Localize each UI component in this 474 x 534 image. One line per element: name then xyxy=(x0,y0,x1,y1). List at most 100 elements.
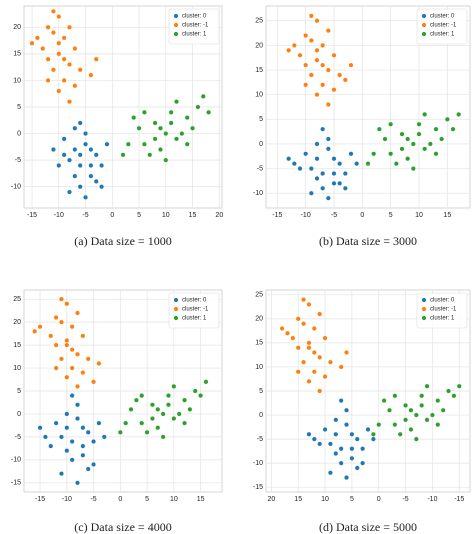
point xyxy=(91,379,97,385)
point xyxy=(184,141,190,147)
point xyxy=(66,99,72,105)
point xyxy=(325,102,331,108)
point xyxy=(101,434,107,440)
point xyxy=(80,443,86,449)
y-tick-label: 10 xyxy=(255,364,263,371)
point xyxy=(297,166,303,172)
point xyxy=(286,156,292,162)
point xyxy=(88,162,94,168)
legend-box xyxy=(168,8,220,45)
point xyxy=(133,397,139,403)
x-tick-label: -10 xyxy=(54,212,64,219)
x-tick-label: 15 xyxy=(197,496,205,503)
point xyxy=(405,136,411,142)
point xyxy=(403,402,409,408)
point xyxy=(56,14,62,20)
point xyxy=(405,156,411,162)
point xyxy=(301,359,307,365)
point xyxy=(317,311,323,317)
point xyxy=(392,393,398,399)
y-tick-label: 20 xyxy=(255,42,263,49)
point xyxy=(370,436,376,442)
point xyxy=(416,121,422,127)
legend-marker xyxy=(421,315,427,321)
point xyxy=(66,61,72,67)
point xyxy=(50,147,56,153)
point xyxy=(141,109,147,115)
x-tick-label: 20 xyxy=(267,496,275,503)
legend-label: cluster: 0 xyxy=(182,14,207,20)
point xyxy=(331,87,337,93)
point xyxy=(56,162,62,168)
point xyxy=(397,431,403,437)
x-tick-label: 0 xyxy=(110,212,114,219)
point xyxy=(58,471,64,477)
point xyxy=(311,325,317,331)
legend-marker xyxy=(173,31,179,37)
point xyxy=(64,448,70,454)
point xyxy=(61,152,67,158)
x-tick-label: -10 xyxy=(62,496,72,503)
point xyxy=(99,162,105,168)
point xyxy=(349,455,355,461)
point xyxy=(40,46,46,52)
point xyxy=(433,126,439,132)
legend-label: cluster: 0 xyxy=(430,14,455,20)
y-tick-label: 25 xyxy=(255,18,263,25)
point xyxy=(422,111,428,117)
point xyxy=(155,406,161,412)
point xyxy=(91,439,97,445)
point xyxy=(29,40,35,46)
y-tick-label: 20 xyxy=(13,24,21,31)
point xyxy=(75,383,81,389)
point xyxy=(295,345,301,351)
caption: (d) Data size = 5000 xyxy=(319,520,417,534)
y-tick-label: -5 xyxy=(257,436,263,443)
point xyxy=(306,301,312,307)
x-tick-label: 10 xyxy=(162,212,170,219)
point xyxy=(360,446,366,452)
legend-marker xyxy=(421,31,427,37)
x-tick-label: 0 xyxy=(118,496,122,503)
point xyxy=(416,131,422,137)
y-tick-label: 20 xyxy=(13,319,21,326)
point xyxy=(58,356,64,362)
point xyxy=(152,120,158,126)
point xyxy=(306,378,312,384)
point xyxy=(429,412,435,418)
x-tick-label: 0 xyxy=(360,212,364,219)
point xyxy=(88,147,94,153)
point xyxy=(422,146,428,152)
point xyxy=(61,77,67,83)
point xyxy=(456,383,462,389)
point xyxy=(198,393,204,399)
point xyxy=(182,420,188,426)
point xyxy=(58,319,64,325)
x-tick-label: -15 xyxy=(272,212,282,219)
point xyxy=(157,125,163,131)
y-tick-label: 5 xyxy=(259,116,263,123)
point xyxy=(320,82,326,88)
point xyxy=(303,33,309,39)
legend-marker xyxy=(421,13,427,19)
point xyxy=(365,426,371,432)
x-tick-label: 0 xyxy=(377,496,381,503)
point xyxy=(136,125,142,131)
point xyxy=(190,125,196,131)
point xyxy=(393,161,399,167)
point xyxy=(333,451,339,457)
point xyxy=(165,402,171,408)
point xyxy=(333,417,339,423)
point xyxy=(410,166,416,172)
point xyxy=(123,420,129,426)
point xyxy=(371,151,377,157)
point xyxy=(360,460,366,466)
y-tick-label: 10 xyxy=(255,92,263,99)
point xyxy=(149,416,155,422)
point xyxy=(342,77,348,83)
point xyxy=(325,67,331,73)
point xyxy=(56,88,62,94)
point xyxy=(120,152,126,158)
point xyxy=(286,47,292,53)
